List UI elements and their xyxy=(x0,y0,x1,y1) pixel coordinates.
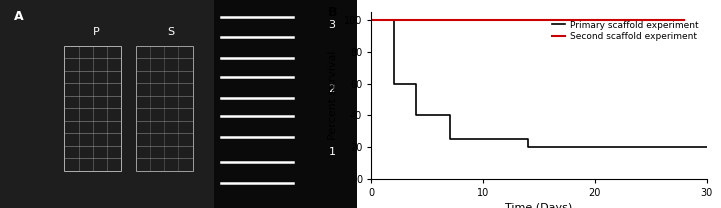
Bar xyxy=(136,46,193,171)
Text: P: P xyxy=(93,27,99,37)
Text: A: A xyxy=(14,10,24,23)
Text: S: S xyxy=(168,27,175,37)
X-axis label: Time (Days): Time (Days) xyxy=(505,203,572,208)
Bar xyxy=(64,46,121,171)
Y-axis label: Percent survival: Percent survival xyxy=(328,51,338,140)
Bar xyxy=(214,0,357,208)
Text: 1: 1 xyxy=(328,147,335,157)
Text: 3: 3 xyxy=(328,20,335,30)
Text: B: B xyxy=(328,6,337,19)
Text: 2: 2 xyxy=(328,84,335,94)
Legend: Primary scaffold experiment, Second scaffold experiment: Primary scaffold experiment, Second scaf… xyxy=(548,17,702,45)
